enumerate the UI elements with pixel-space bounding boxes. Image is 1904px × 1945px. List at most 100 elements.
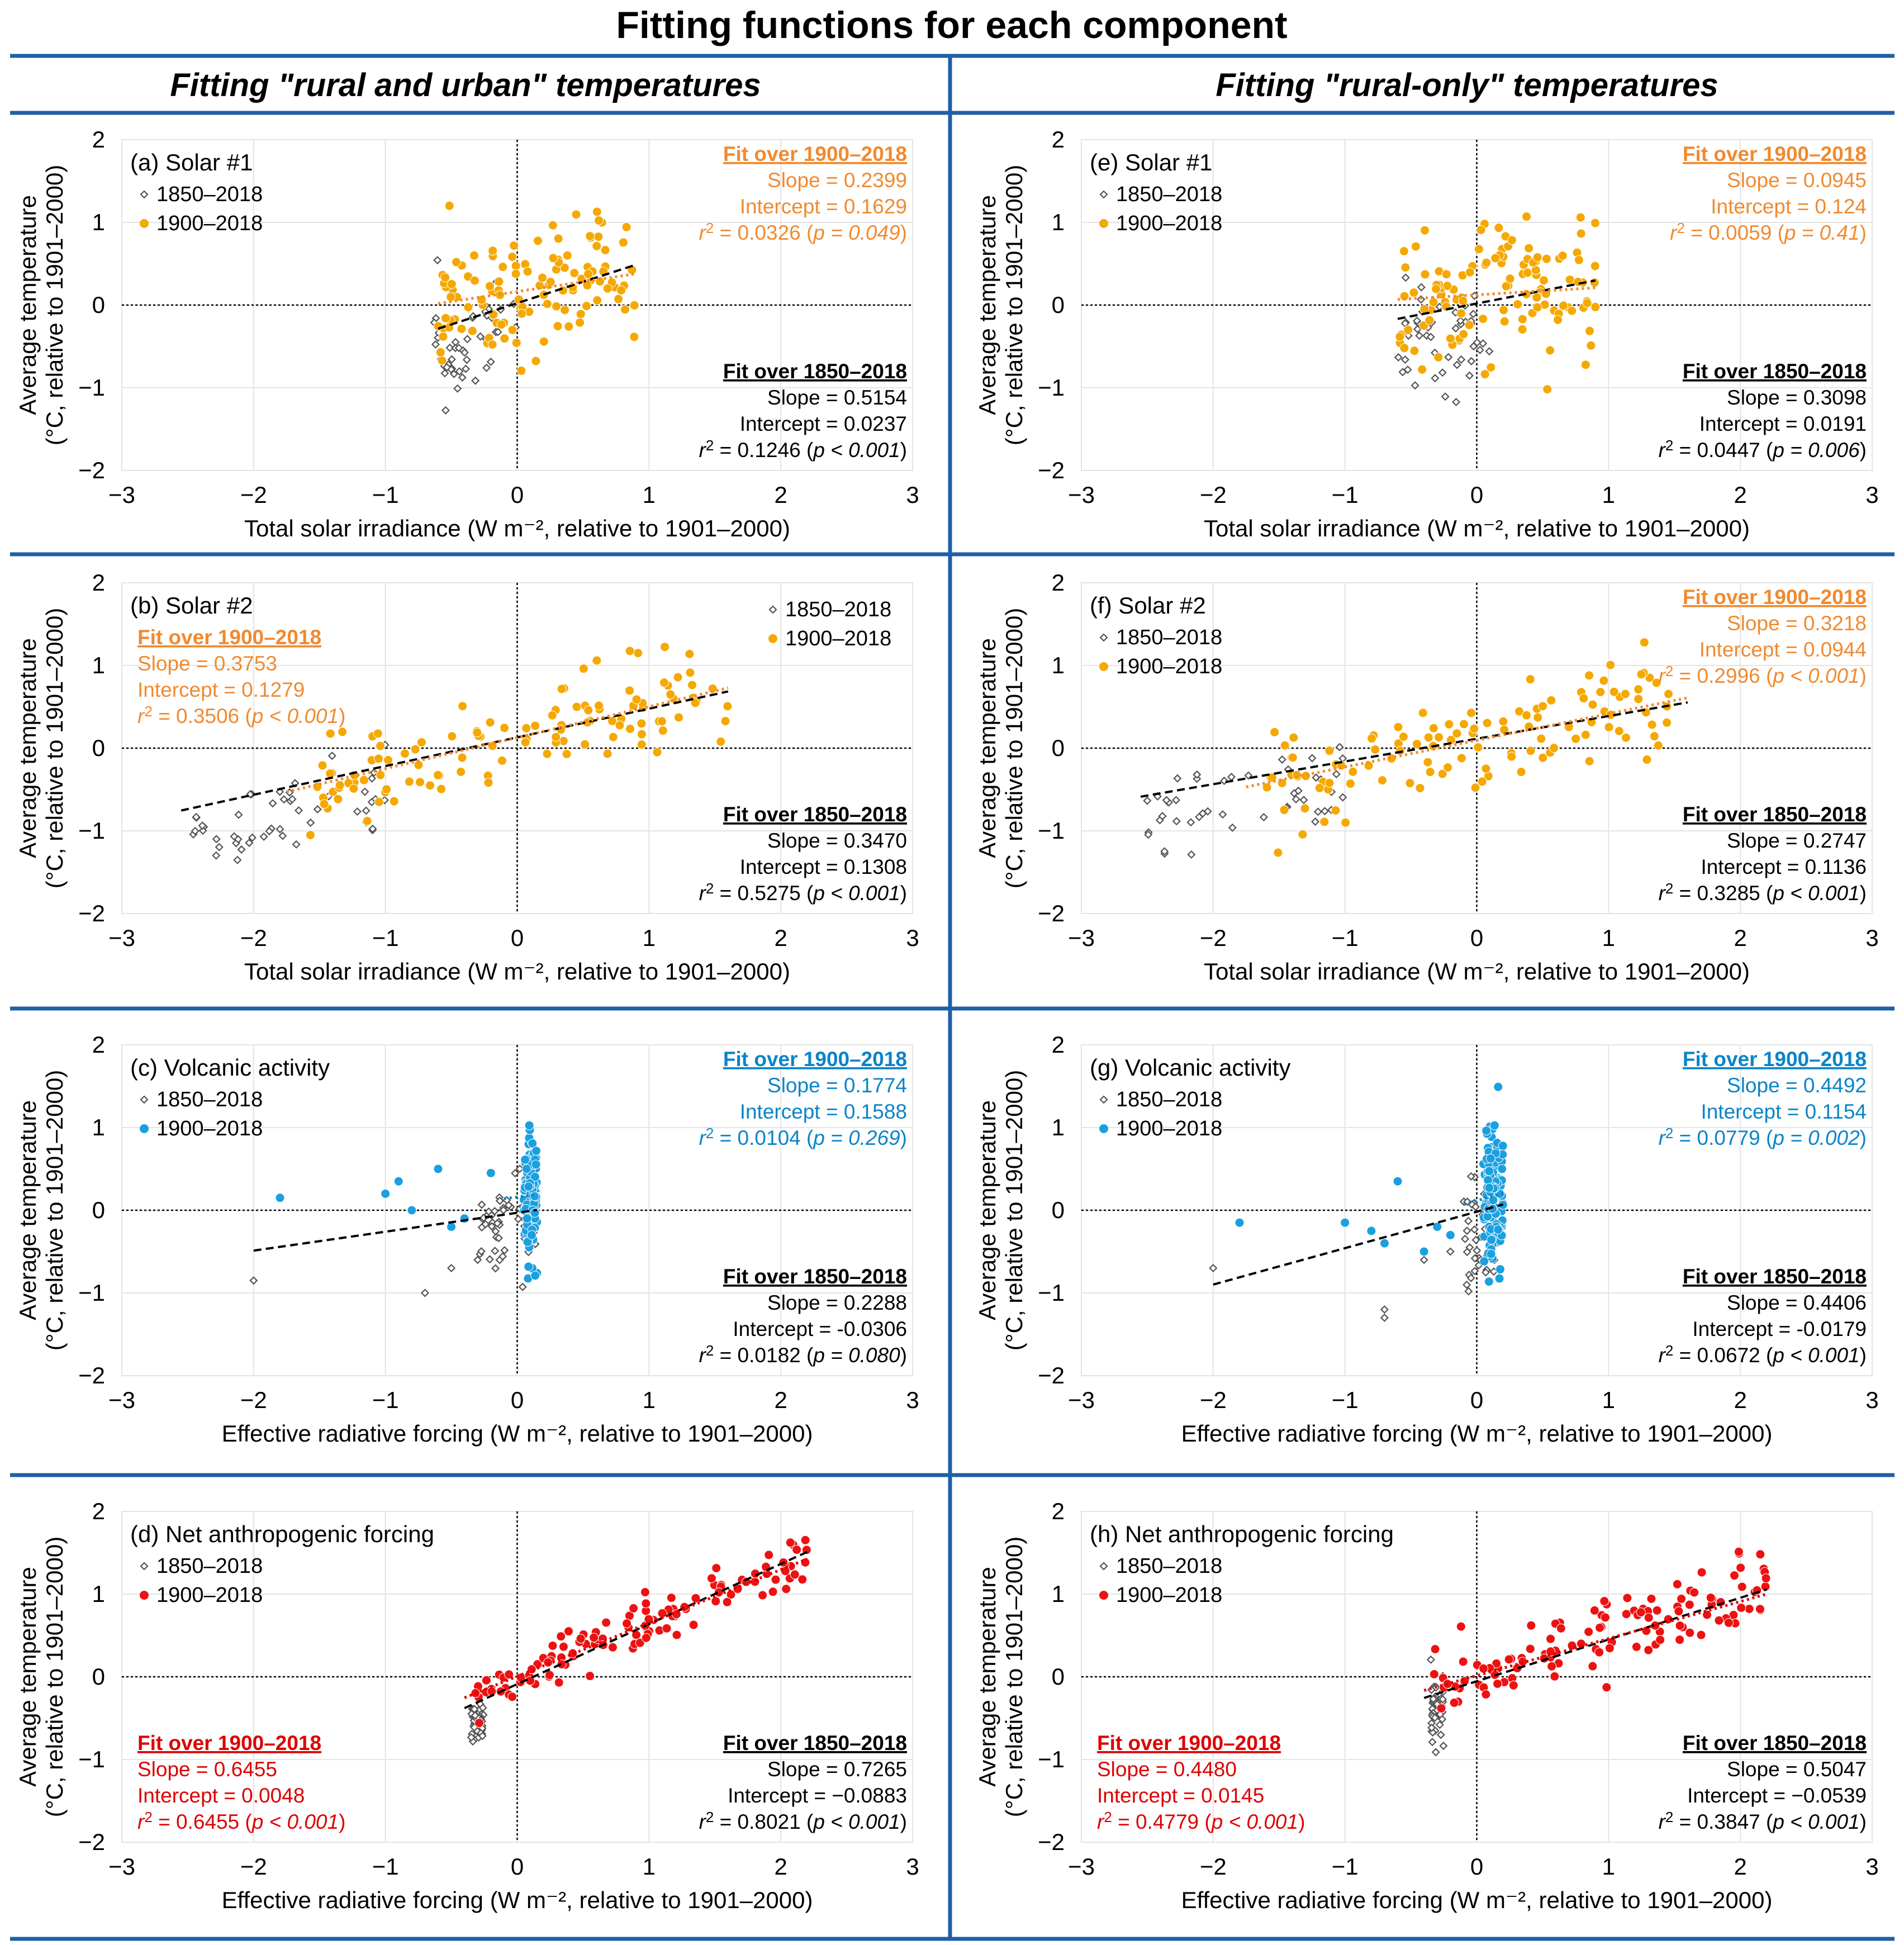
point-1900 <box>620 305 630 315</box>
x-tick-label: 1 <box>643 1853 656 1880</box>
point-1900 <box>440 313 450 323</box>
fit-1850-annotation-title: Fit over 1850–2018 <box>723 1732 907 1754</box>
point-1900 <box>1403 325 1413 335</box>
close-paren: ) <box>1860 882 1867 905</box>
legend-label-1850: 1850–2018 <box>1116 1554 1222 1578</box>
point-1850 <box>1470 1267 1479 1276</box>
point-1900 <box>1484 1277 1494 1287</box>
point-1900 <box>1364 760 1374 771</box>
fit-1900-annotation-r2: r2 = 0.0326 (p = 0.049) <box>699 220 907 244</box>
point-1850 <box>463 335 472 344</box>
point-1900 <box>1575 212 1585 222</box>
point-1900 <box>589 1633 599 1643</box>
point-1900 <box>1492 1658 1502 1668</box>
point-1900 <box>601 1618 611 1628</box>
x-tick-label: 1 <box>643 1387 656 1413</box>
point-1900 <box>1532 302 1542 312</box>
point-1900 <box>1631 1642 1641 1652</box>
fit-1850-annotation-intercept: Intercept = −0.0539 <box>1687 1784 1867 1807</box>
point-1850 <box>1481 1268 1490 1277</box>
superscript: 2 <box>1665 1342 1673 1359</box>
legend-label-1900: 1900–2018 <box>1116 1117 1222 1140</box>
legend-marker-1850 <box>1099 1095 1108 1104</box>
point-1850 <box>1308 754 1317 763</box>
fit-line-1850 <box>181 690 729 812</box>
y-axis-label-line2: (°C, relative to 1901–2000) <box>41 1537 68 1817</box>
x-tick-label: 0 <box>1470 1853 1483 1880</box>
point-1900 <box>1300 803 1310 814</box>
close-paren: ) <box>1298 1810 1305 1833</box>
point-1900 <box>1526 1620 1536 1630</box>
legend-label-1900: 1900–2018 <box>1116 212 1222 235</box>
r-symbol: r <box>699 1810 707 1833</box>
point-1900 <box>1736 1563 1746 1573</box>
point-1900 <box>1576 229 1586 239</box>
point-1900 <box>548 1640 558 1651</box>
point-1900 <box>1470 783 1480 793</box>
point-1850 <box>1209 1264 1218 1273</box>
point-1850 <box>441 406 450 415</box>
y-axis-label-line2: (°C, relative to 1901–2000) <box>1001 1070 1027 1350</box>
legend-marker-1900 <box>768 634 777 643</box>
superscript: 2 <box>706 1125 714 1142</box>
point-1850 <box>306 818 315 827</box>
x-tick-label: −2 <box>240 1387 267 1413</box>
superscript: 2 <box>1104 1809 1112 1825</box>
point-1900 <box>1730 1571 1740 1581</box>
point-1900 <box>474 1718 485 1728</box>
superscript: 2 <box>144 1809 152 1825</box>
x-tick-label: 2 <box>1734 482 1746 508</box>
close-paren: ) <box>900 1344 907 1367</box>
point-1900 <box>1465 267 1475 277</box>
fit-1900-annotation-slope: Slope = 0.6455 <box>137 1758 277 1781</box>
point-1900 <box>1367 734 1377 744</box>
y-axis-label-line2: (°C, relative to 1901–2000) <box>1001 608 1027 888</box>
fit-1850-annotation-title: Fit over 1850–2018 <box>723 803 907 826</box>
point-1900 <box>1590 218 1600 228</box>
point-1850 <box>1380 1313 1389 1322</box>
point-1900 <box>447 731 457 741</box>
point-1850 <box>493 1219 502 1228</box>
fit-line-1850 <box>1213 1203 1504 1286</box>
point-1900 <box>1409 288 1419 298</box>
r2-value: = 0.0059 ( <box>1685 221 1785 244</box>
fit-1900-annotation-title: Fit over 1900–2018 <box>1683 142 1867 165</box>
point-1850 <box>1451 324 1460 333</box>
point-1900 <box>533 236 543 246</box>
x-axis-label: Total solar irradiance (W m⁻², relative … <box>1204 958 1750 985</box>
point-1850 <box>471 1711 479 1720</box>
point-1900 <box>1459 719 1469 729</box>
point-1900 <box>633 648 643 658</box>
point-1900 <box>1262 782 1272 792</box>
close-paren: ) <box>900 439 907 462</box>
point-1900 <box>1594 1647 1604 1657</box>
point-1900 <box>1606 660 1616 670</box>
point-1900 <box>1567 306 1577 316</box>
point-1850 <box>447 355 456 364</box>
point-1900 <box>1545 345 1555 355</box>
x-tick-label: 2 <box>1734 925 1746 951</box>
point-1900 <box>317 760 327 771</box>
legend-marker-1900 <box>140 219 149 228</box>
point-1850 <box>1311 817 1320 826</box>
panel-label: (b) Solar #2 <box>130 592 253 619</box>
y-tick-label: 1 <box>1052 1581 1065 1607</box>
x-tick-label: −1 <box>372 1853 399 1880</box>
point-1900 <box>553 321 563 331</box>
point-1850 <box>1470 1225 1479 1234</box>
point-1900 <box>509 241 519 251</box>
point-1900 <box>790 1570 800 1580</box>
legend-marker-1900 <box>140 1591 149 1600</box>
close-paren: ) <box>339 1810 345 1833</box>
fit-1900-annotation: Fit over 1900–2018 Slope = 0.1774 Intercep… <box>699 1048 907 1149</box>
r-symbol: r <box>699 221 707 244</box>
point-1900 <box>1644 1645 1654 1655</box>
point-1900 <box>592 655 602 665</box>
point-1900 <box>571 210 581 220</box>
y-tick-label: −2 <box>78 1362 105 1388</box>
point-1900 <box>1481 1690 1491 1700</box>
p-value: p < 0.001 <box>813 882 900 905</box>
point-1900 <box>1653 740 1663 750</box>
fit-1900-annotation: Fit over 1900–2018 Slope = 0.0945 Intercep… <box>1670 142 1867 244</box>
